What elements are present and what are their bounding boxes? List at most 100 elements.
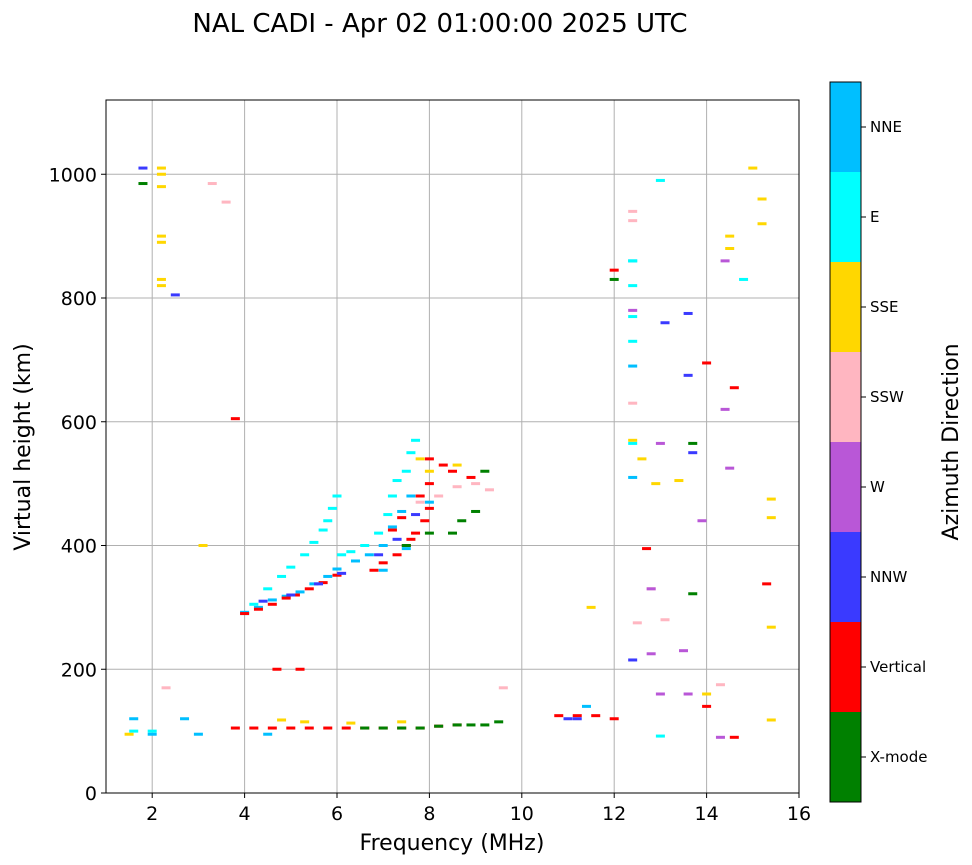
echo-mark-ssw [471, 482, 481, 486]
echo-mark-e [332, 494, 342, 498]
echo-mark-e [628, 441, 638, 445]
echo-mark-ssw [207, 182, 217, 186]
echo-mark-e [628, 339, 638, 343]
echo-mark-ssw [415, 500, 425, 504]
y-axis-label: Virtual height (km) [11, 343, 36, 550]
echo-mark-vertical [554, 714, 564, 718]
echo-mark-vertical [272, 667, 282, 671]
colorbar-tick-label: Vertical [870, 658, 926, 676]
echo-mark-vertical [323, 726, 333, 730]
echo-mark-vertical [341, 726, 351, 730]
echo-mark-sse [346, 721, 356, 725]
echo-mark-vertical [424, 457, 434, 461]
echo-mark-nnw [683, 311, 693, 315]
x-tick-label: 14 [695, 803, 719, 825]
echo-mark-nnw [628, 658, 638, 662]
echo-mark-nnw [314, 582, 324, 586]
echo-mark-nne [267, 598, 277, 602]
echo-mark-nne [263, 732, 273, 736]
x-tick-label: 10 [510, 803, 534, 825]
echo-mark-e [387, 494, 397, 498]
echo-mark-nne [378, 568, 388, 572]
echo-mark-sse [725, 247, 735, 250]
echo-mark-nnw [170, 293, 180, 297]
echo-mark-nne [147, 732, 157, 736]
colorbar-swatch [830, 712, 861, 802]
echo-mark-e [323, 519, 333, 523]
plot-frame [105, 99, 800, 794]
echo-mark-x-mode [138, 182, 148, 186]
echo-mark-e [147, 729, 157, 733]
echo-mark-nne [253, 605, 263, 609]
echo-mark-nne [309, 582, 319, 586]
colorbar-tick-label: NNW [870, 568, 907, 586]
echo-mark-w [655, 692, 665, 696]
echo-mark-e [277, 574, 287, 578]
echo-mark-sse [757, 197, 767, 201]
echo-mark-vertical [286, 726, 296, 730]
echo-mark-nnw [286, 593, 296, 597]
echo-mark-nne [364, 553, 374, 557]
echo-mark-w [679, 649, 688, 653]
echo-mark-vertical [762, 582, 772, 586]
echo-mark-w [646, 587, 656, 591]
echo-mark-w [697, 519, 707, 523]
echo-mark-vertical [267, 602, 277, 606]
colorbar-swatch [830, 262, 861, 352]
echo-mark-nnw [688, 451, 698, 455]
echo-mark-sse [277, 718, 287, 722]
axis-ticks: 2 4 6 8 10 12 14 16 0 200 400 600 800 1000 [49, 164, 811, 825]
echo-mark-nne [180, 717, 190, 721]
echo-mark-nnw [563, 717, 573, 721]
echo-mark-vertical [392, 553, 402, 557]
echo-mark-vertical [466, 475, 476, 479]
echo-mark-sse [156, 277, 166, 281]
echo-mark-e [300, 553, 310, 557]
echo-mark-w [720, 407, 730, 411]
colorbar-swatch [830, 82, 861, 172]
echo-mark-vertical [424, 506, 434, 510]
echo-mark-nne [295, 590, 305, 594]
y-tick-label: 400 [61, 536, 97, 558]
y-tick-label: 0 [85, 783, 97, 805]
echo-mark-x-mode [466, 723, 476, 727]
colorbar-label: Azimuth Direction [939, 343, 964, 540]
echo-mark-vertical [281, 596, 291, 600]
echo-mark-ssw [498, 686, 508, 690]
echo-mark-ssw [632, 621, 642, 625]
echo-mark-sse [757, 222, 767, 226]
echo-mark-nne [323, 574, 333, 578]
echo-mark-e [374, 531, 384, 535]
echo-mark-sse [300, 720, 310, 724]
echo-mark-vertical [290, 593, 300, 597]
echo-mark-vertical [415, 494, 425, 498]
echo-mark-ssw [484, 488, 494, 492]
echo-mark-sse [156, 234, 166, 238]
colorbar-tick-label: W [870, 478, 885, 496]
echo-mark-ssw [434, 494, 444, 498]
echo-mark-vertical [249, 726, 259, 730]
echo-mark-vertical [230, 726, 240, 730]
echo-mark-e [655, 178, 665, 182]
echo-mark-e [401, 469, 411, 473]
echo-mark-sse [424, 469, 434, 473]
echo-mark-vertical [411, 531, 421, 535]
echo-mark-sse [651, 482, 661, 486]
echo-mark-vertical [253, 607, 263, 611]
echo-mark-ssw [628, 219, 638, 223]
echo-mark-nnw [683, 373, 693, 377]
x-tick-label: 6 [331, 803, 343, 825]
echo-mark-vertical [420, 519, 430, 523]
echo-mark-nne [387, 525, 397, 529]
echo-mark-x-mode [688, 441, 698, 445]
x-tick-label: 4 [239, 803, 251, 825]
echo-mark-ssw [715, 683, 725, 687]
echo-mark-w [720, 259, 730, 263]
echo-mark-vertical [369, 568, 379, 572]
echo-mark-sse [198, 544, 208, 547]
echo-mark-vertical [729, 735, 739, 739]
colorbar-swatch [830, 352, 861, 442]
echo-mark-nne [397, 509, 407, 513]
echo-mark-nne [406, 494, 416, 498]
y-tick-label: 600 [61, 412, 97, 434]
